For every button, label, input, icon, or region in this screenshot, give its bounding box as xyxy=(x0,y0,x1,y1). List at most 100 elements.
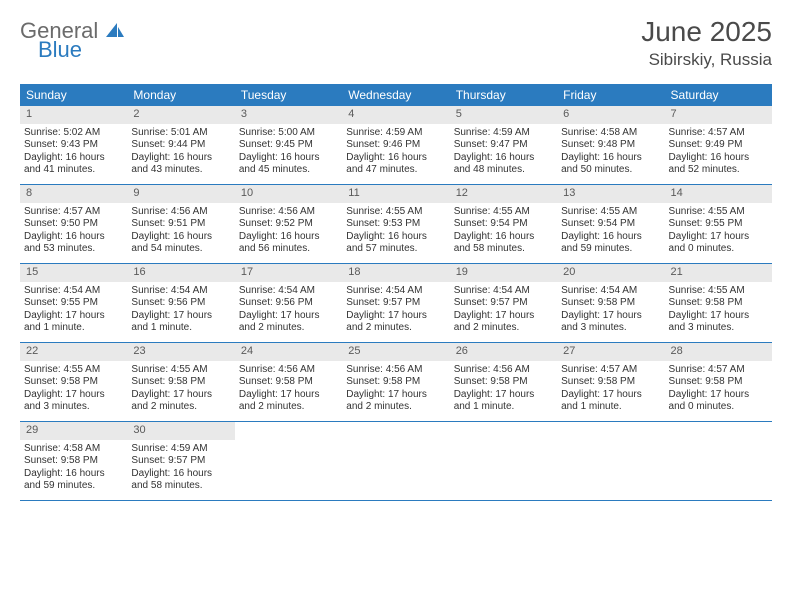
sunrise-line: Sunrise: 4:56 AM xyxy=(239,206,338,219)
sunset-line: Sunset: 9:58 PM xyxy=(669,376,768,389)
sunset-line: Sunset: 9:57 PM xyxy=(131,455,230,468)
dayname: Tuesday xyxy=(235,84,342,106)
daylight-line: Daylight: 17 hours and 2 minutes. xyxy=(346,389,445,414)
sunset-line: Sunset: 9:58 PM xyxy=(454,376,553,389)
day-cell: 5Sunrise: 4:59 AMSunset: 9:47 PMDaylight… xyxy=(450,106,557,184)
calendar: SundayMondayTuesdayWednesdayThursdayFrid… xyxy=(20,84,772,501)
daylight-line: Daylight: 17 hours and 0 minutes. xyxy=(669,231,768,256)
day-cell: 4Sunrise: 4:59 AMSunset: 9:46 PMDaylight… xyxy=(342,106,449,184)
sunrise-line: Sunrise: 4:59 AM xyxy=(346,127,445,140)
sunset-line: Sunset: 9:58 PM xyxy=(239,376,338,389)
daylight-line: Daylight: 16 hours and 54 minutes. xyxy=(131,231,230,256)
week-row: 15Sunrise: 4:54 AMSunset: 9:55 PMDayligh… xyxy=(20,264,772,343)
sunrise-line: Sunrise: 4:56 AM xyxy=(346,364,445,377)
daylight-line: Daylight: 16 hours and 45 minutes. xyxy=(239,152,338,177)
daylight-line: Daylight: 17 hours and 1 minute. xyxy=(131,310,230,335)
day-number: 23 xyxy=(127,343,234,361)
daylight-line: Daylight: 17 hours and 3 minutes. xyxy=(669,310,768,335)
week-row: 1Sunrise: 5:02 AMSunset: 9:43 PMDaylight… xyxy=(20,106,772,185)
daylight-line: Daylight: 17 hours and 1 minute. xyxy=(561,389,660,414)
day-cell: 29Sunrise: 4:58 AMSunset: 9:58 PMDayligh… xyxy=(20,422,127,500)
sunset-line: Sunset: 9:48 PM xyxy=(561,139,660,152)
daylight-line: Daylight: 16 hours and 50 minutes. xyxy=(561,152,660,177)
dayname-row: SundayMondayTuesdayWednesdayThursdayFrid… xyxy=(20,84,772,106)
day-cell: 21Sunrise: 4:55 AMSunset: 9:58 PMDayligh… xyxy=(665,264,772,342)
day-cell: 15Sunrise: 4:54 AMSunset: 9:55 PMDayligh… xyxy=(20,264,127,342)
sunrise-line: Sunrise: 4:56 AM xyxy=(454,364,553,377)
sunrise-line: Sunrise: 4:55 AM xyxy=(561,206,660,219)
sunrise-line: Sunrise: 4:54 AM xyxy=(24,285,123,298)
sunset-line: Sunset: 9:46 PM xyxy=(346,139,445,152)
sunrise-line: Sunrise: 4:58 AM xyxy=(561,127,660,140)
title-block: June 2025 Sibirskiy, Russia xyxy=(641,16,772,70)
day-number: 19 xyxy=(450,264,557,282)
day-cell: 2Sunrise: 5:01 AMSunset: 9:44 PMDaylight… xyxy=(127,106,234,184)
sunset-line: Sunset: 9:51 PM xyxy=(131,218,230,231)
day-cell: 6 Sunrise: 4:58 AMSunset: 9:48 PMDaylight… xyxy=(557,106,664,184)
day-number: 17 xyxy=(235,264,342,282)
day-number: 13 xyxy=(557,185,664,203)
day-number: 30 xyxy=(127,422,234,440)
sunset-line: Sunset: 9:57 PM xyxy=(454,297,553,310)
sunrise-line: Sunrise: 4:59 AM xyxy=(454,127,553,140)
day-number: 18 xyxy=(342,264,449,282)
daylight-line: Daylight: 17 hours and 0 minutes. xyxy=(669,389,768,414)
day-cell: 24Sunrise: 4:56 AMSunset: 9:58 PMDayligh… xyxy=(235,343,342,421)
day-cell xyxy=(450,422,557,500)
day-cell: 10Sunrise: 4:56 AMSunset: 9:52 PMDayligh… xyxy=(235,185,342,263)
day-cell: 8Sunrise: 4:57 AMSunset: 9:50 PMDaylight… xyxy=(20,185,127,263)
header: General Blue June 2025 Sibirskiy, Russia xyxy=(20,16,772,70)
sunrise-line: Sunrise: 4:59 AM xyxy=(131,443,230,456)
day-number: 6 xyxy=(557,106,664,124)
sunrise-line: Sunrise: 4:57 AM xyxy=(669,127,768,140)
sunrise-line: Sunrise: 4:54 AM xyxy=(454,285,553,298)
day-cell: 25Sunrise: 4:56 AMSunset: 9:58 PMDayligh… xyxy=(342,343,449,421)
brand-sail-icon xyxy=(105,22,125,43)
day-number: 7 xyxy=(665,106,772,124)
dayname: Sunday xyxy=(20,84,127,106)
day-cell: 30Sunrise: 4:59 AMSunset: 9:57 PMDayligh… xyxy=(127,422,234,500)
sunrise-line: Sunrise: 4:55 AM xyxy=(346,206,445,219)
sunrise-line: Sunrise: 5:00 AM xyxy=(239,127,338,140)
day-number: 29 xyxy=(20,422,127,440)
day-number: 14 xyxy=(665,185,772,203)
sunset-line: Sunset: 9:45 PM xyxy=(239,139,338,152)
sunset-line: Sunset: 9:49 PM xyxy=(669,139,768,152)
day-number: 21 xyxy=(665,264,772,282)
day-number: 24 xyxy=(235,343,342,361)
sunrise-line: Sunrise: 4:58 AM xyxy=(24,443,123,456)
sunset-line: Sunset: 9:58 PM xyxy=(346,376,445,389)
dayname: Friday xyxy=(557,84,664,106)
day-cell xyxy=(235,422,342,500)
daylight-line: Daylight: 16 hours and 53 minutes. xyxy=(24,231,123,256)
sunset-line: Sunset: 9:44 PM xyxy=(131,139,230,152)
sunrise-line: Sunrise: 4:57 AM xyxy=(669,364,768,377)
daylight-line: Daylight: 16 hours and 57 minutes. xyxy=(346,231,445,256)
day-number: 12 xyxy=(450,185,557,203)
day-number: 10 xyxy=(235,185,342,203)
daylight-line: Daylight: 17 hours and 3 minutes. xyxy=(24,389,123,414)
week-row: 29Sunrise: 4:58 AMSunset: 9:58 PMDayligh… xyxy=(20,422,772,501)
day-cell xyxy=(557,422,664,500)
sunrise-line: Sunrise: 4:54 AM xyxy=(131,285,230,298)
sunrise-line: Sunrise: 4:54 AM xyxy=(239,285,338,298)
sunrise-line: Sunrise: 4:55 AM xyxy=(669,206,768,219)
day-cell: 14 Sunrise: 4:55 AMSunset: 9:55 PMDayligh… xyxy=(665,185,772,263)
sunrise-line: Sunrise: 4:56 AM xyxy=(131,206,230,219)
dayname: Thursday xyxy=(450,84,557,106)
day-number: 20 xyxy=(557,264,664,282)
day-cell: 13Sunrise: 4:55 AMSunset: 9:54 PMDayligh… xyxy=(557,185,664,263)
dayname: Monday xyxy=(127,84,234,106)
sunset-line: Sunset: 9:58 PM xyxy=(131,376,230,389)
day-cell: 18Sunrise: 4:54 AMSunset: 9:57 PMDayligh… xyxy=(342,264,449,342)
day-number: 4 xyxy=(342,106,449,124)
day-number: 9 xyxy=(127,185,234,203)
day-cell: 3 Sunrise: 5:00 AMSunset: 9:45 PMDaylight… xyxy=(235,106,342,184)
day-number: 3 xyxy=(235,106,342,124)
daylight-line: Daylight: 17 hours and 2 minutes. xyxy=(346,310,445,335)
dayname: Saturday xyxy=(665,84,772,106)
daylight-line: Daylight: 17 hours and 2 minutes. xyxy=(131,389,230,414)
sunset-line: Sunset: 9:55 PM xyxy=(669,218,768,231)
sunset-line: Sunset: 9:58 PM xyxy=(561,376,660,389)
day-cell: 12Sunrise: 4:55 AMSunset: 9:54 PMDayligh… xyxy=(450,185,557,263)
